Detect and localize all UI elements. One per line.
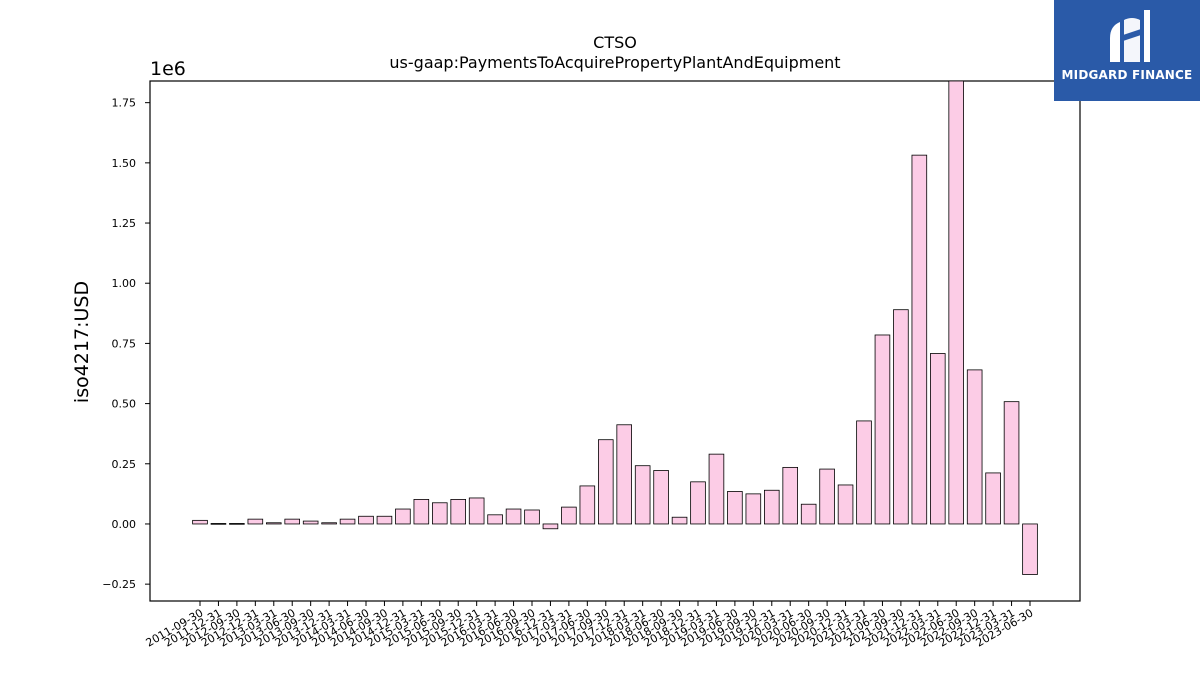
y-tick-label: 0.75 <box>112 337 137 350</box>
bar <box>985 472 1001 525</box>
bar <box>413 499 430 525</box>
bar <box>431 502 448 525</box>
y-scale-label: 1e6 <box>150 58 186 80</box>
bar <box>376 515 393 525</box>
bar <box>339 518 356 525</box>
y-tick-label: 1.00 <box>112 277 137 290</box>
bar <box>358 515 374 525</box>
bar <box>930 353 946 525</box>
bar <box>505 508 522 525</box>
bar <box>524 509 540 525</box>
bar <box>819 468 835 525</box>
bar <box>1022 523 1038 575</box>
bar <box>321 522 337 525</box>
bar <box>874 334 891 525</box>
y-tick-label: 1.50 <box>112 157 137 170</box>
bar <box>708 453 725 525</box>
y-tick-label: −0.25 <box>102 578 136 591</box>
bar <box>745 493 762 525</box>
bar <box>690 481 706 525</box>
bar <box>856 420 872 525</box>
bar <box>284 518 301 525</box>
bar <box>210 523 227 525</box>
bar <box>265 522 282 525</box>
bar <box>948 80 964 525</box>
bar <box>653 470 669 525</box>
logo-text: MIDGARD FINANCE <box>1061 68 1193 82</box>
bar <box>450 499 467 525</box>
bar <box>800 503 817 525</box>
y-axis-label: iso4217:USD <box>71 281 93 403</box>
y-tick-label: 1.25 <box>112 217 137 230</box>
bar <box>561 506 577 525</box>
bar <box>542 523 559 530</box>
bar <box>302 520 319 525</box>
bar <box>229 523 245 525</box>
y-tick-label: 0.25 <box>112 458 137 471</box>
y-tick-label: 0.00 <box>112 518 137 531</box>
bar <box>671 516 688 525</box>
y-tick-label: 1.75 <box>112 97 137 110</box>
bar <box>395 508 411 525</box>
bar <box>893 309 909 525</box>
chart-title: CTSO <box>593 33 637 52</box>
bar <box>782 466 798 525</box>
y-tick-label: 0.50 <box>112 398 137 411</box>
plot-area <box>149 80 1081 602</box>
bar <box>192 519 208 525</box>
bar <box>727 491 743 525</box>
bar <box>598 439 614 525</box>
bar <box>1003 401 1020 525</box>
bar <box>764 489 780 525</box>
logo-mark-icon <box>1110 10 1150 62</box>
bar <box>247 518 264 525</box>
bar <box>837 484 854 525</box>
logo: MIDGARD FINANCE <box>1054 0 1200 101</box>
bar <box>468 497 485 525</box>
bar <box>966 369 983 525</box>
bar <box>616 424 632 525</box>
bar <box>579 485 596 525</box>
chart-subtitle: us-gaap:PaymentsToAcquirePropertyPlantAn… <box>389 53 840 72</box>
bar <box>911 154 928 525</box>
bar <box>634 465 651 525</box>
bar <box>487 514 503 525</box>
